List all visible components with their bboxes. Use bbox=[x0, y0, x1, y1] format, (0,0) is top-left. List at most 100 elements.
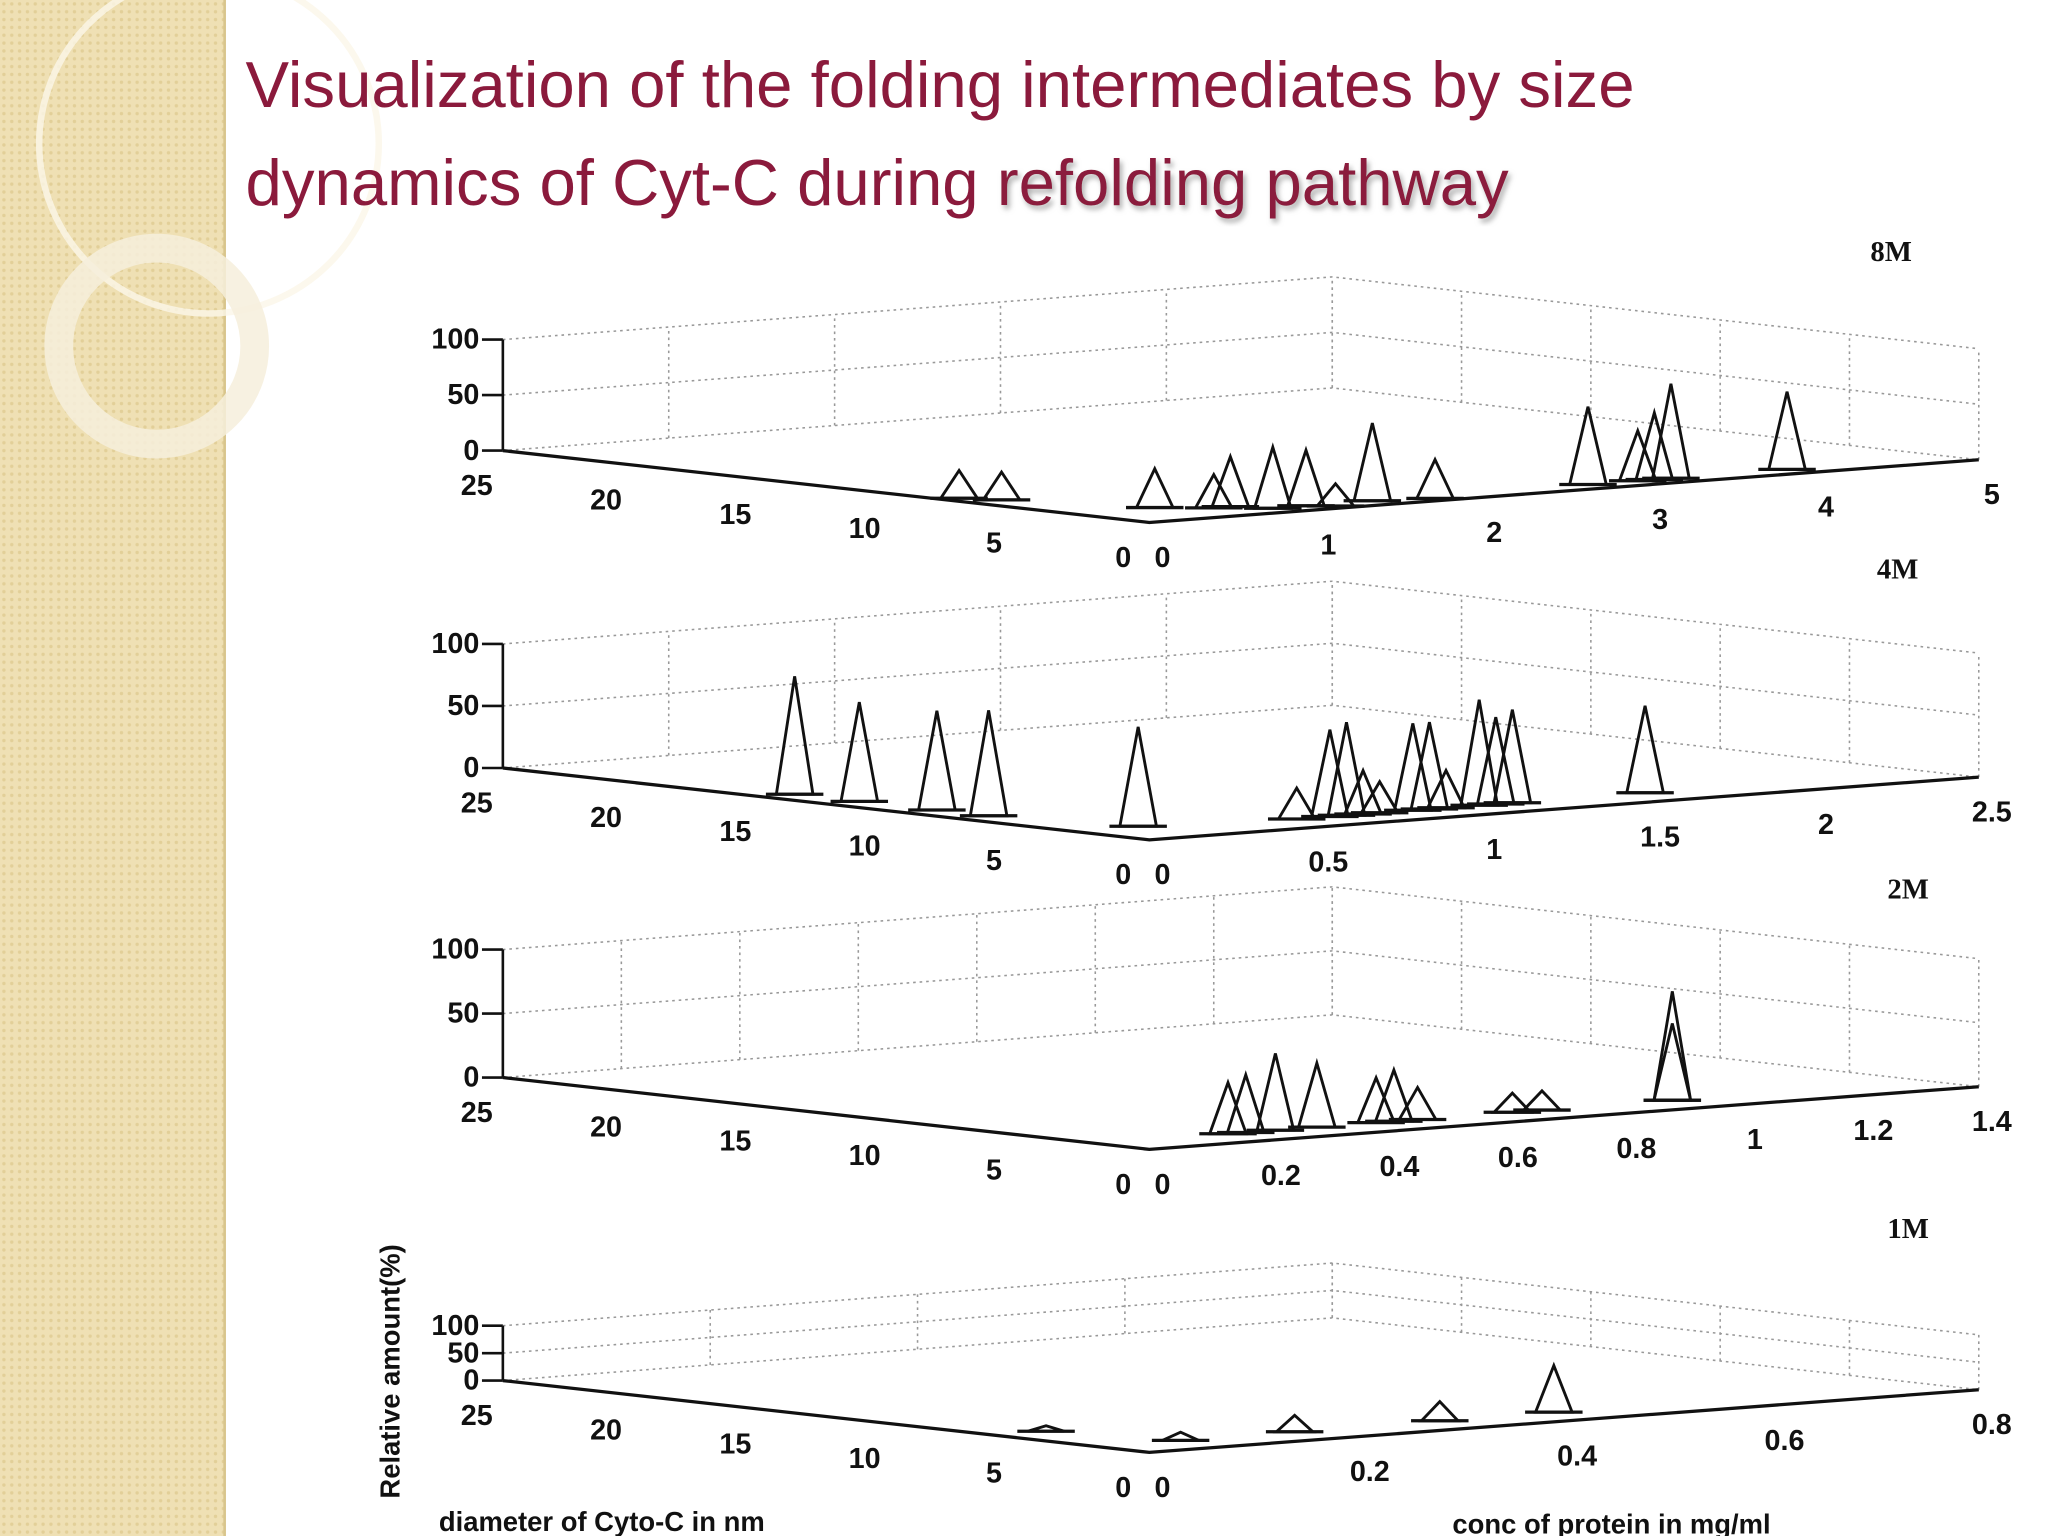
title-line: Visualization of the folding intermediat… bbox=[246, 48, 1635, 121]
y-tick-label: 5 bbox=[986, 845, 1002, 877]
peak bbox=[1255, 1053, 1296, 1132]
y-tick-label: 15 bbox=[719, 1429, 751, 1461]
panel-label: 1M bbox=[1887, 1213, 1928, 1245]
x-axis-title: conc of protein in mg/ml bbox=[1452, 1508, 1770, 1536]
panel-label: 8M bbox=[1870, 236, 1911, 268]
x-tick-label: 1.4 bbox=[1972, 1106, 2012, 1138]
x-tick-label: 0.4 bbox=[1379, 1151, 1419, 1183]
peak bbox=[916, 710, 957, 812]
x-tick-label: 0 bbox=[1154, 1472, 1170, 1504]
y-tick-label: 20 bbox=[590, 1111, 622, 1143]
grid-line bbox=[502, 642, 1979, 716]
axis-line bbox=[502, 448, 1979, 525]
x-tick-label: 0.6 bbox=[1765, 1425, 1805, 1457]
y-tick-label: 0 bbox=[1115, 1169, 1131, 1201]
peak bbox=[839, 701, 880, 803]
peak bbox=[1533, 1361, 1575, 1414]
z-tick-label: 0 bbox=[463, 1062, 479, 1094]
x-tick-label: 1.2 bbox=[1853, 1115, 1893, 1147]
x-tick-label: 0 bbox=[1154, 859, 1170, 891]
y-tick-label: 10 bbox=[849, 1140, 881, 1172]
x-tick-label: 0.8 bbox=[1972, 1409, 2012, 1441]
peak bbox=[1326, 721, 1367, 817]
y-tick-label: 0 bbox=[1115, 1472, 1131, 1504]
side-decoration bbox=[0, 0, 382, 1536]
x-tick-label: 5 bbox=[1984, 479, 2000, 511]
z-tick-label: 0 bbox=[463, 752, 479, 784]
grid-line bbox=[502, 276, 1979, 350]
x-tick-label: 0 bbox=[1154, 542, 1170, 574]
axis-line bbox=[502, 1378, 1979, 1455]
peak bbox=[980, 469, 1023, 502]
y-tick-label: 0 bbox=[1115, 859, 1131, 891]
peak bbox=[1625, 705, 1666, 795]
x-tick-label: 0 bbox=[1154, 1169, 1170, 1201]
z-tick-label: 50 bbox=[447, 998, 479, 1030]
x-tick-label: 2 bbox=[1818, 809, 1834, 841]
x-tick-label: 0.2 bbox=[1261, 1160, 1301, 1192]
peak bbox=[1414, 456, 1456, 500]
z-tick-label: 100 bbox=[431, 1310, 479, 1342]
grid-line bbox=[502, 1317, 1979, 1391]
peak bbox=[1118, 726, 1159, 828]
x-tick-label: 1 bbox=[1747, 1124, 1763, 1156]
y-tick-label: 10 bbox=[849, 831, 881, 863]
y-tick-label: 25 bbox=[461, 1400, 493, 1432]
z-tick-label: 50 bbox=[447, 690, 479, 722]
z-tick-label: 50 bbox=[447, 1337, 479, 1369]
x-tick-label: 2 bbox=[1486, 517, 1502, 549]
y-tick-label: 10 bbox=[849, 1443, 881, 1475]
grid-line bbox=[502, 704, 1979, 778]
y-tick-label: 20 bbox=[590, 484, 622, 516]
z-tick-label: 100 bbox=[431, 628, 479, 660]
peak bbox=[1418, 1399, 1462, 1423]
y-tick-label: 0 bbox=[1115, 542, 1131, 574]
x-tick-label: 0.5 bbox=[1308, 847, 1348, 879]
peak bbox=[1352, 422, 1393, 503]
z-tick-label: 0 bbox=[463, 435, 479, 467]
y-tick-label: 10 bbox=[849, 513, 881, 545]
y-tick-label: 5 bbox=[986, 1154, 1002, 1186]
panel-label: 4M bbox=[1877, 554, 1918, 586]
title-text: dynamics of Cyt-C during bbox=[246, 146, 979, 219]
z-tick-label: 50 bbox=[447, 379, 479, 411]
grid-line bbox=[502, 387, 1979, 461]
peak bbox=[1134, 465, 1176, 509]
x-tick-label: 4 bbox=[1818, 492, 1834, 524]
x-tick-label: 0.4 bbox=[1557, 1440, 1597, 1472]
peak bbox=[1652, 991, 1693, 1102]
peak bbox=[1766, 391, 1808, 471]
y-tick-label: 15 bbox=[719, 816, 751, 848]
y-axis-title: diameter of Cyto-C in nm bbox=[439, 1506, 765, 1536]
peak bbox=[1272, 1413, 1317, 1434]
y-tick-label: 25 bbox=[461, 470, 493, 502]
peak bbox=[968, 710, 1009, 818]
peak bbox=[1567, 406, 1609, 486]
peak bbox=[1275, 785, 1318, 821]
grid-line bbox=[502, 580, 1979, 654]
title-highlight: refolding pathway bbox=[997, 146, 1509, 219]
grid-line bbox=[502, 1289, 1979, 1364]
peak bbox=[1296, 1057, 1338, 1129]
y-tick-label: 20 bbox=[590, 802, 622, 834]
x-tick-label: 3 bbox=[1652, 504, 1668, 536]
z-tick-label: 100 bbox=[431, 934, 479, 966]
y-tick-label: 20 bbox=[590, 1414, 622, 1446]
title-line: dynamics of Cyt-C during refolding pathwa… bbox=[246, 146, 1509, 219]
y-tick-label: 25 bbox=[461, 1097, 493, 1129]
y-tick-label: 15 bbox=[719, 499, 751, 531]
axis-line bbox=[502, 766, 1979, 842]
y-tick-label: 25 bbox=[461, 787, 493, 819]
x-tick-label: 1 bbox=[1320, 529, 1336, 561]
y-tick-label: 15 bbox=[719, 1126, 751, 1158]
grid-line bbox=[502, 331, 1979, 406]
peak bbox=[1285, 445, 1327, 508]
x-tick-label: 0.2 bbox=[1350, 1456, 1390, 1488]
peak bbox=[938, 467, 981, 500]
x-tick-label: 0.8 bbox=[1616, 1133, 1656, 1165]
axis-line bbox=[502, 1075, 1979, 1152]
panel-label: 2M bbox=[1887, 874, 1928, 906]
y-tick-label: 5 bbox=[986, 527, 1002, 559]
